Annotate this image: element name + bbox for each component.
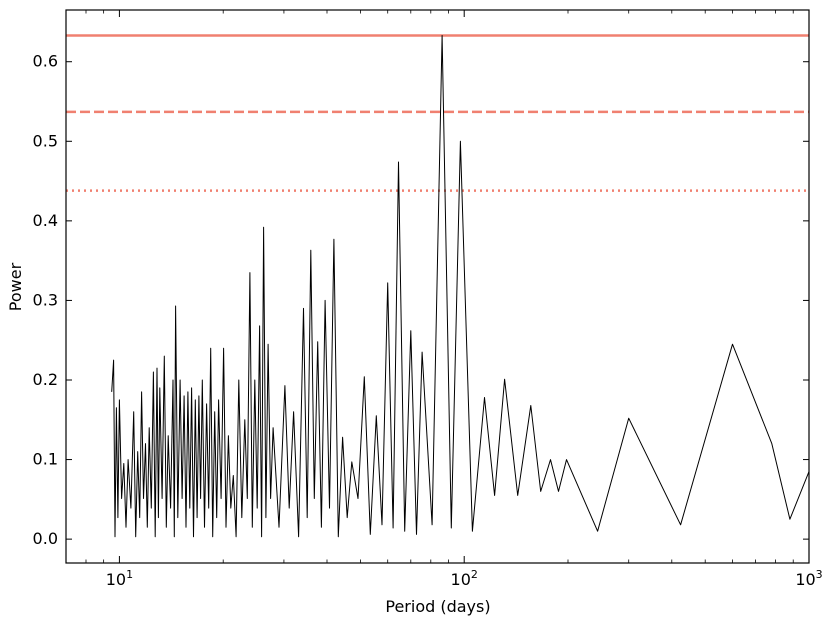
- x-tick-label: 101: [106, 568, 133, 589]
- y-tick-label: 0.6: [33, 52, 58, 71]
- x-axis-label: Period (days): [385, 597, 490, 616]
- y-tick-label: 0.4: [33, 211, 58, 230]
- y-tick-label: 0.1: [33, 450, 58, 469]
- plot-frame: [65, 9, 810, 564]
- series-group: [111, 35, 809, 538]
- x-tick-label: 103: [795, 568, 822, 589]
- power-series-line: [111, 35, 809, 538]
- y-tick-label: 0.3: [33, 290, 58, 309]
- threshold-lines: [66, 34, 809, 192]
- axis-ticks: 0.0 0.1 0.2 0.3 0.4 0.5 0.6 101 102 103: [33, 10, 823, 589]
- y-tick-label: 0.5: [33, 131, 58, 150]
- y-tick-label: 0.2: [33, 370, 58, 389]
- y-axis-label: Power: [6, 262, 25, 311]
- y-tick-label: 0.0: [33, 529, 58, 548]
- x-tick-label: 102: [451, 568, 478, 589]
